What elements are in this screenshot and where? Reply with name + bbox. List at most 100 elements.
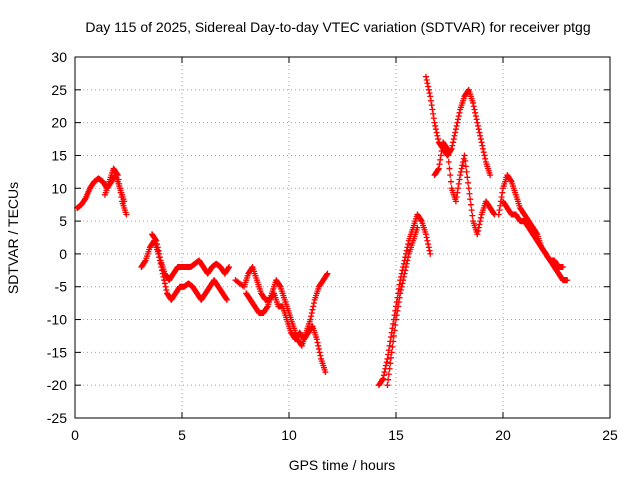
data-point (475, 126, 482, 133)
x-tick-label: 20 (495, 427, 511, 443)
data-point (481, 152, 488, 159)
axis-ticks: 0 5 10 15 20 25 -25 -20 -15 -10 -5 0 5 10 15 20 25 30 (47, 49, 618, 443)
data-point (462, 157, 469, 164)
data-point (395, 299, 402, 306)
data-point (466, 190, 473, 197)
data-point (118, 194, 125, 201)
data-point (469, 212, 476, 219)
data-point (477, 218, 484, 225)
data-point (447, 146, 454, 153)
data-point (395, 303, 402, 310)
data-point (384, 355, 391, 362)
data-point (388, 334, 395, 341)
y-tick-label: -5 (55, 279, 68, 295)
data-point (498, 194, 505, 201)
data-point (155, 247, 162, 254)
data-point (315, 346, 322, 353)
data-point (452, 126, 459, 133)
data-point (116, 185, 123, 192)
data-point (114, 172, 121, 179)
data-point (479, 142, 486, 149)
data-point (388, 354, 395, 361)
data-point (399, 280, 406, 287)
data-point (454, 189, 461, 196)
data-point (404, 257, 411, 264)
data-point (427, 97, 434, 104)
data-point (388, 349, 395, 356)
y-tick-label: -20 (47, 377, 67, 393)
y-tick-label: 30 (51, 49, 67, 65)
data-point (434, 132, 441, 139)
data-point (402, 264, 409, 271)
data-point (445, 152, 452, 159)
data-point (390, 332, 397, 339)
data-point (472, 109, 479, 116)
y-axis-label: SDTVAR / TECUs (5, 182, 21, 294)
data-point (423, 234, 430, 241)
data-point (480, 145, 487, 152)
data-point (443, 144, 450, 151)
data-point (379, 376, 386, 383)
x-tick-label: 10 (281, 427, 297, 443)
data-point (465, 179, 472, 186)
data-point (154, 244, 161, 251)
data-point (400, 277, 407, 284)
data-point (499, 189, 506, 196)
y-tick-label: -10 (47, 312, 67, 328)
data-point (141, 258, 148, 265)
data-point (437, 156, 444, 163)
data-point (490, 210, 497, 217)
data-point (314, 339, 321, 346)
data-point (471, 106, 478, 113)
data-point (387, 360, 394, 367)
data-point (390, 338, 397, 345)
data-point (309, 306, 316, 313)
data-point (426, 90, 433, 97)
data-point (462, 163, 469, 170)
data-point (316, 349, 323, 356)
data-point (431, 119, 438, 126)
data-point (424, 237, 431, 244)
data-point (223, 295, 230, 302)
data-point (385, 351, 392, 358)
data-point (507, 177, 514, 184)
data-point (430, 110, 437, 117)
data-point (123, 211, 130, 218)
data-point (380, 375, 387, 382)
data-point (436, 161, 443, 168)
data-point (455, 116, 462, 123)
series-arc-k (495, 172, 571, 284)
data-point (429, 106, 436, 113)
data-point (385, 371, 392, 378)
data-point (444, 145, 451, 152)
data-point (424, 80, 431, 87)
data-point (384, 382, 391, 389)
y-tick-label: 15 (51, 147, 67, 163)
data-point (456, 176, 463, 183)
data-point (426, 247, 433, 254)
series-arc-e (232, 264, 329, 376)
data-point (422, 73, 429, 80)
data-point (445, 159, 452, 166)
data-point (403, 247, 410, 254)
data-point (461, 152, 468, 159)
data-point (437, 152, 444, 159)
data-point (397, 290, 404, 297)
data-point (435, 166, 442, 173)
data-point (394, 307, 401, 314)
data-point (473, 116, 480, 123)
data-point (457, 172, 464, 179)
data-point (453, 194, 460, 201)
data-point (310, 300, 317, 307)
data-point (496, 207, 503, 214)
data-point (430, 115, 437, 122)
data-point (455, 113, 462, 120)
data-point (497, 202, 504, 209)
data-point (380, 372, 387, 379)
data-point (464, 174, 471, 181)
data-point (450, 136, 457, 143)
data-point (452, 129, 459, 136)
data-point (455, 185, 462, 192)
data-point (487, 172, 494, 179)
data-point (472, 113, 479, 120)
